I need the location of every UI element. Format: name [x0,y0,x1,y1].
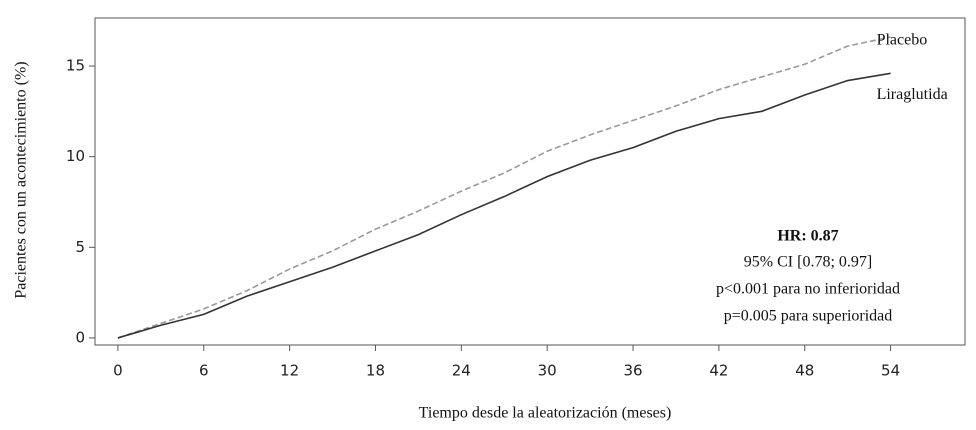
x-tick-label: 30 [538,362,557,380]
x-tick-label: 36 [623,362,642,380]
annotation: p<0.001 para no inferioridad [716,281,900,298]
y-tick-label: 10 [66,147,85,165]
annotation: 95% CI [0.78; 0.97] [744,254,872,271]
y-tick-label: 15 [66,57,85,75]
x-tick-label: 0 [113,362,123,380]
y-tick-label: 5 [75,238,85,256]
x-tick-label: 6 [199,362,209,380]
annotation: HR: 0.87 [777,228,838,245]
x-tick-label: 54 [881,362,900,380]
y-axis-label: Pacientes con un acontecimiento (%) [13,61,30,298]
x-axis-label: Tiempo desde la aleatorización (meses) [419,405,672,422]
series-label: Placebo [877,32,928,49]
series-line [117,36,891,339]
x-tick-label: 18 [366,362,385,380]
x-tick-label: 48 [795,362,814,380]
y-tick-label: 0 [75,328,85,346]
annotation: p=0.005 para superioridad [724,308,893,325]
series-line [117,72,891,339]
x-tick-label: 12 [280,362,299,380]
series-label: Liraglutida [877,86,948,103]
x-tick-label: 42 [709,362,728,380]
plot-frame [94,17,966,346]
x-tick-label: 24 [452,362,471,380]
